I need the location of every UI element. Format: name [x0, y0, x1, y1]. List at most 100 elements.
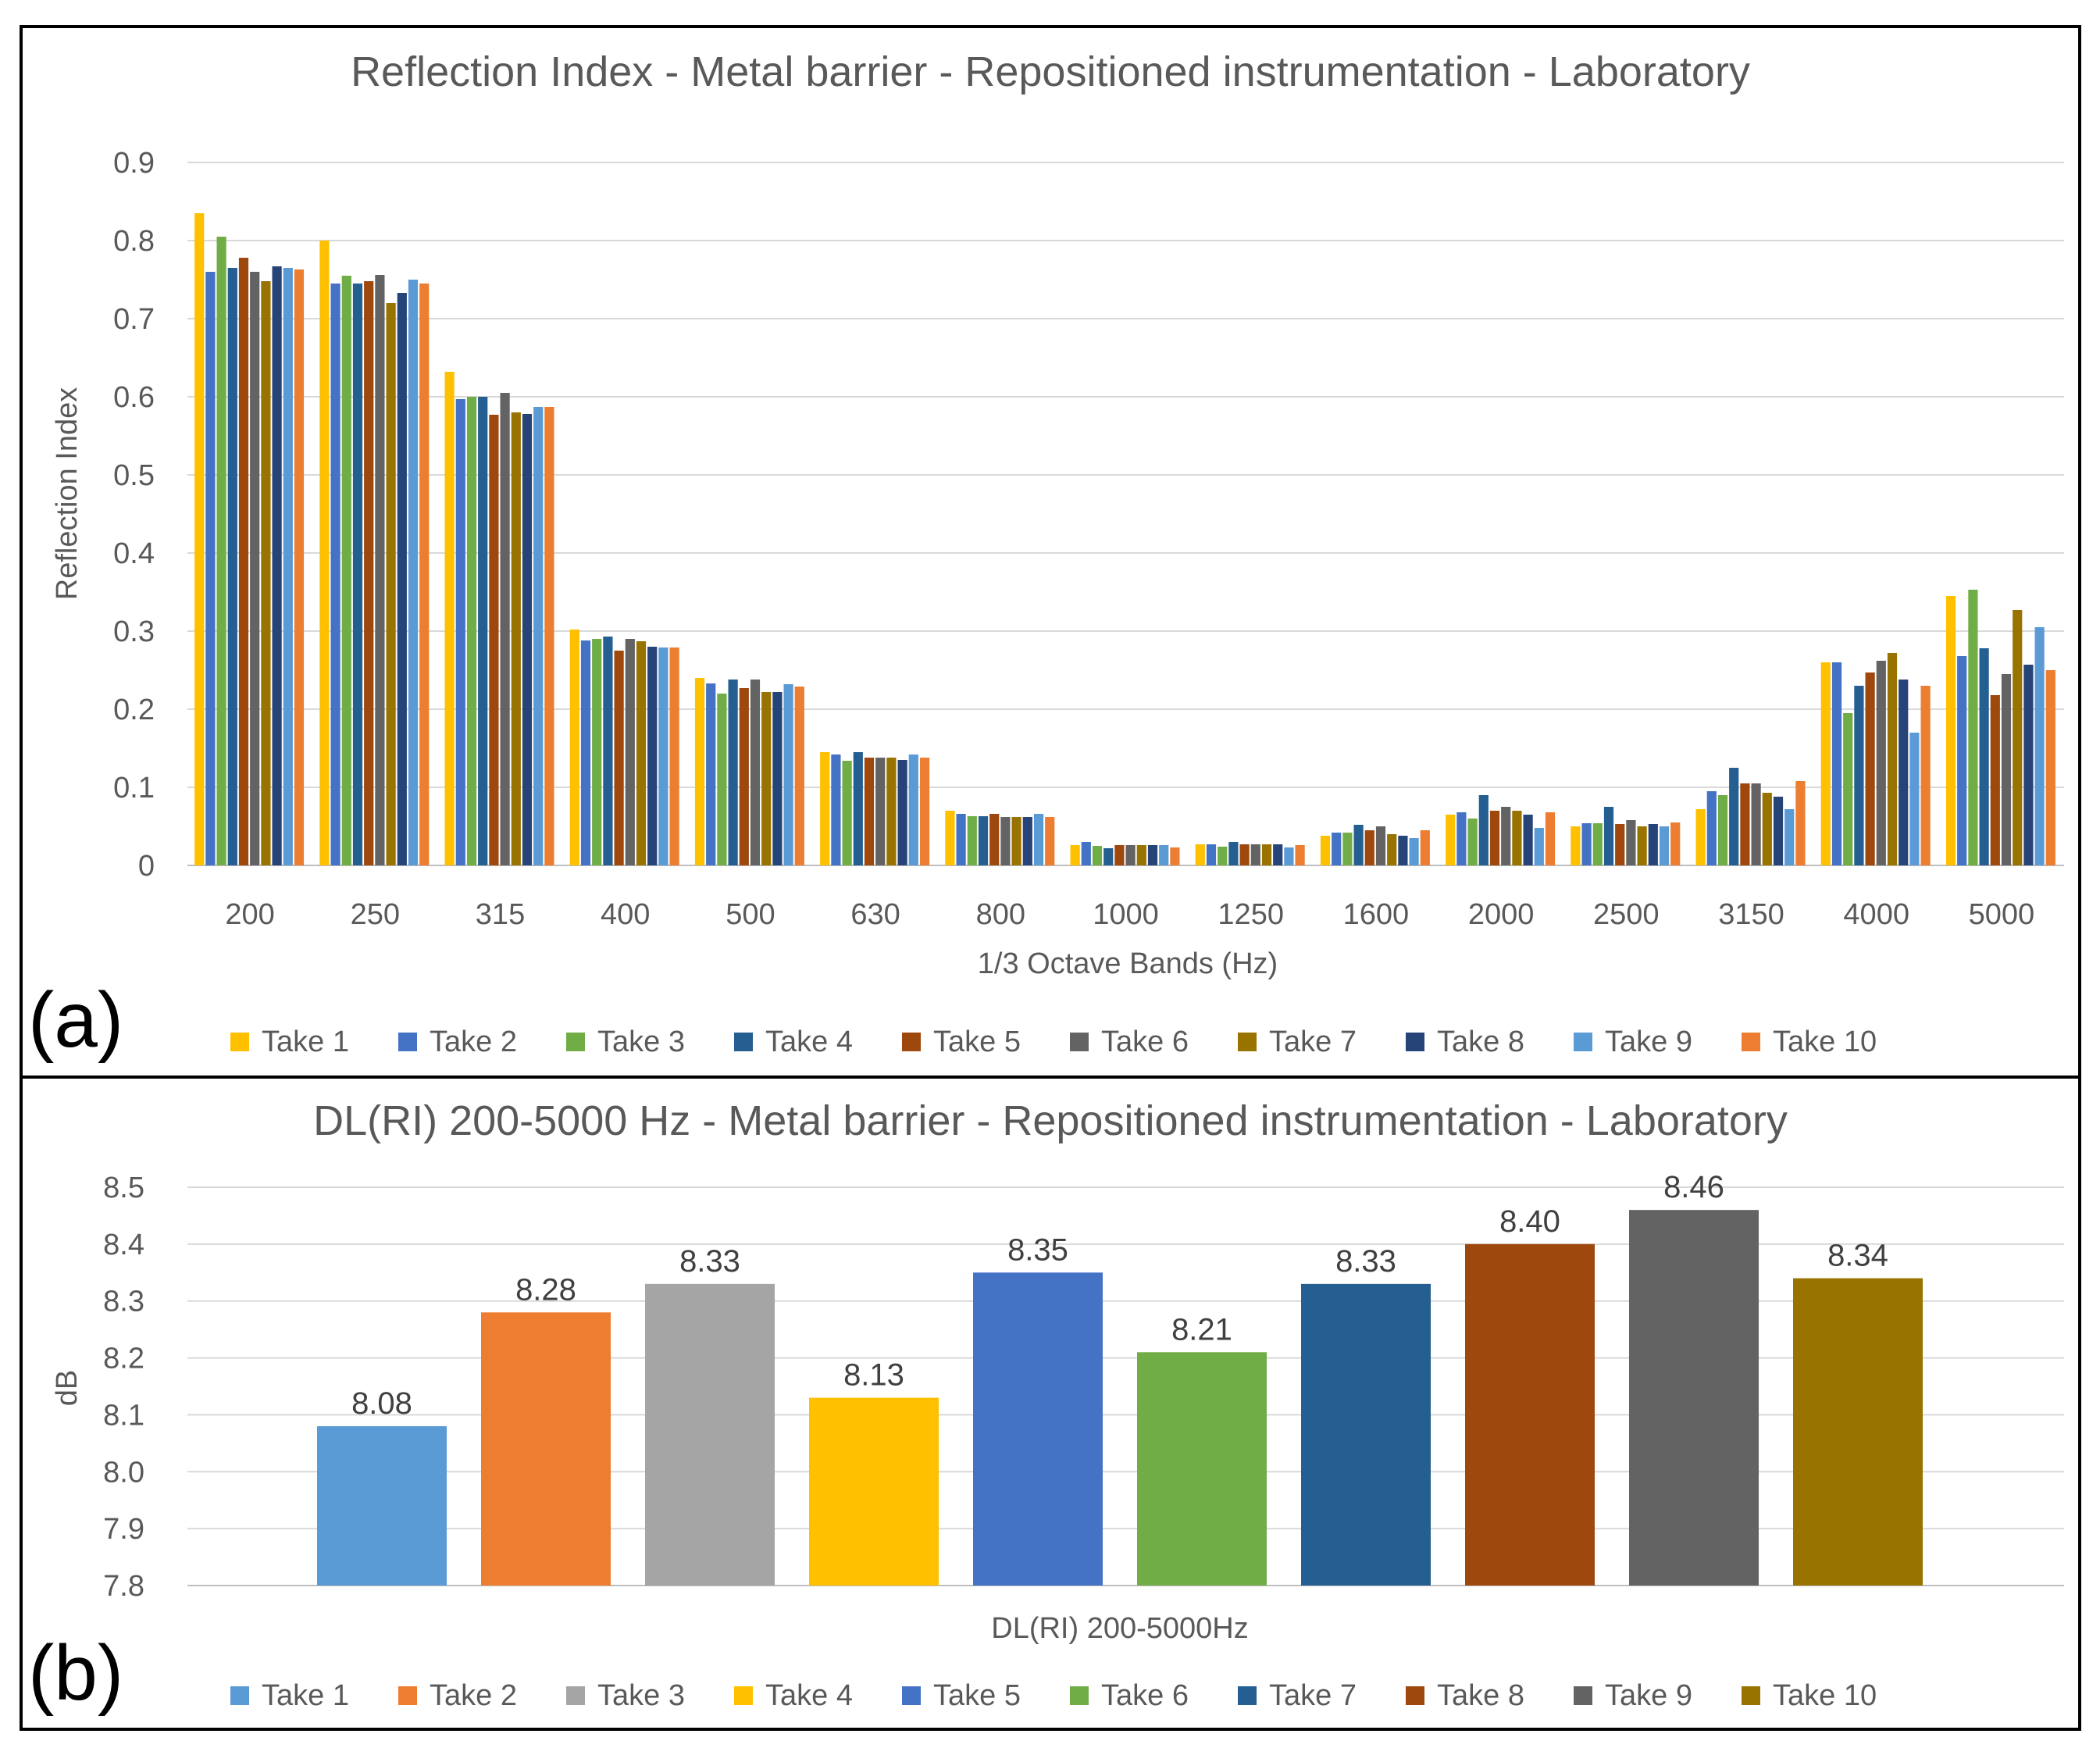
bar — [1420, 830, 1430, 865]
x-tick-label: 1600 — [1343, 898, 1410, 931]
bar — [1033, 814, 1044, 865]
bar — [1751, 783, 1761, 865]
bar — [1301, 1283, 1431, 1586]
bar — [317, 1426, 447, 1586]
bar — [1081, 842, 1091, 865]
data-label: 8.40 — [1499, 1204, 1560, 1239]
panel-b-ylabel: dB — [51, 1370, 84, 1406]
panel-b-bars — [317, 1210, 1923, 1586]
bar — [897, 760, 907, 865]
panel-a-label: (a) — [28, 976, 123, 1064]
bar — [1957, 656, 1967, 865]
bar — [1387, 834, 1397, 865]
bar — [1342, 833, 1353, 865]
bar — [1478, 795, 1489, 865]
bar — [1581, 823, 1592, 865]
panel-a-xlabel: 1/3 Octave Bands (Hz) — [978, 947, 1278, 980]
bar — [809, 1397, 939, 1586]
bar — [592, 639, 602, 865]
bar — [1353, 825, 1364, 865]
y-tick-label: 8.3 — [103, 1286, 144, 1318]
bar — [1375, 826, 1386, 865]
bar — [1784, 809, 1795, 865]
bar — [614, 651, 624, 865]
panel-b-label: (b) — [28, 1629, 123, 1717]
bar — [1206, 844, 1217, 865]
legend-label: Take 6 — [1101, 1026, 1189, 1058]
bar — [1446, 815, 1456, 865]
bar — [1103, 848, 1114, 865]
bar — [1773, 797, 1784, 865]
bar — [1793, 1278, 1923, 1586]
x-tick-label: 1000 — [1093, 898, 1159, 931]
bar — [533, 407, 544, 865]
bar — [1920, 686, 1931, 865]
bar — [272, 266, 282, 865]
bar — [669, 647, 679, 865]
legend-swatch — [734, 1686, 753, 1705]
bar — [466, 397, 477, 865]
bar — [603, 637, 613, 865]
bar — [1865, 672, 1875, 865]
legend-swatch — [230, 1033, 249, 1051]
bar — [1320, 836, 1331, 865]
bar — [1629, 1210, 1759, 1586]
panel-a-legend: Take 1 Take 2 Take 3 Take 4 Take 5 Take 6 Take… — [230, 1026, 1877, 1058]
bar — [544, 407, 554, 865]
bar — [408, 280, 419, 865]
legend-swatch — [1070, 1686, 1089, 1705]
bar — [1979, 648, 1989, 865]
bar — [1545, 812, 1556, 865]
bar — [1261, 844, 1272, 865]
x-tick-label: 315 — [476, 898, 525, 931]
bar — [341, 276, 351, 865]
bar — [386, 303, 396, 865]
bar — [842, 761, 852, 865]
x-tick-label: 500 — [726, 898, 775, 931]
legend-label: Take 4 — [765, 1679, 853, 1712]
legend-swatch — [1406, 1033, 1424, 1051]
bar — [761, 692, 772, 865]
legend-swatch — [1238, 1686, 1257, 1705]
legend-label: Take 8 — [1437, 1026, 1524, 1058]
x-tick-label: 800 — [976, 898, 1025, 931]
legend-swatch — [902, 1033, 921, 1051]
legend-swatch — [902, 1686, 921, 1705]
bar — [2045, 670, 2055, 865]
bar — [1137, 1352, 1267, 1586]
bar — [1571, 826, 1581, 865]
bar — [1170, 847, 1180, 865]
bar — [478, 397, 488, 865]
bar — [1467, 819, 1478, 865]
legend-swatch — [734, 1033, 753, 1051]
bar — [569, 630, 579, 865]
y-tick-label: 0.5 — [113, 459, 155, 492]
legend-label: Take 3 — [597, 1679, 685, 1712]
bar — [1887, 653, 1898, 865]
bar — [1909, 733, 1920, 865]
data-label: 8.28 — [515, 1272, 576, 1307]
y-tick-label: 0.3 — [113, 615, 155, 648]
bar — [706, 683, 716, 865]
bar — [1250, 844, 1260, 865]
bar — [1011, 817, 1021, 865]
bar — [238, 258, 249, 865]
legend-swatch — [398, 1033, 417, 1051]
bar — [1273, 844, 1283, 865]
bar — [1670, 822, 1681, 865]
legend-swatch — [1574, 1033, 1592, 1051]
data-label: 8.34 — [1827, 1239, 1888, 1273]
legend-swatch — [1238, 1033, 1257, 1051]
bar — [919, 758, 930, 865]
legend-label: Take 9 — [1605, 1679, 1692, 1712]
bar — [1729, 768, 1739, 865]
legend-label: Take 2 — [430, 1026, 517, 1058]
y-tick-label: 8.1 — [103, 1399, 144, 1432]
bar — [1000, 817, 1011, 865]
bar — [1968, 590, 1978, 865]
legend-swatch — [1574, 1686, 1592, 1705]
bar — [2001, 674, 2012, 865]
legend-label: Take 10 — [1773, 1026, 1877, 1058]
bar — [783, 684, 793, 865]
